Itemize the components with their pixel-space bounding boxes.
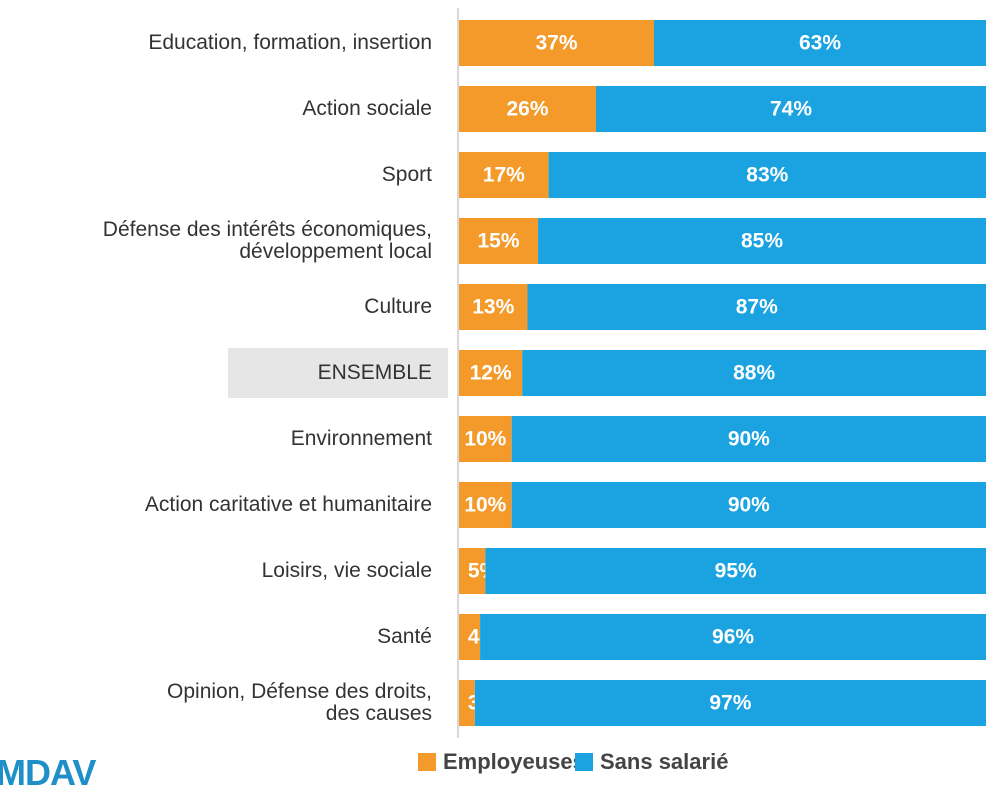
category-label: Défense des intérêts économiques, dévelo… [102, 218, 432, 263]
bar-segment [459, 482, 512, 528]
bar-segment [459, 20, 654, 66]
bar-segment [485, 548, 986, 594]
category-label: Culture [364, 295, 432, 318]
value-label: 96% [712, 626, 754, 649]
value-label: 95% [715, 560, 757, 583]
category-label: Action caritative et humanitaire [144, 493, 432, 516]
highlight [228, 348, 448, 398]
bar-segment [459, 218, 539, 264]
legend-swatch [418, 753, 436, 771]
value-label: 90% [728, 494, 770, 517]
bar-segment [459, 680, 475, 726]
value-label: 10% [464, 428, 506, 451]
bar-segment [653, 20, 986, 66]
bar-segment [548, 152, 986, 198]
chart: 37% 63% 26% 74% 17% 83% 15% 85% 13% 87% 12% 88% 10% 9… [228, 8, 986, 774]
bar-segment [538, 218, 986, 264]
logo: MDAV [0, 752, 96, 793]
value-label: 10% [464, 494, 506, 517]
category-label: Environnement [290, 427, 432, 450]
value-label: 26% [506, 98, 548, 121]
category-label: Sport [381, 163, 432, 186]
bar-segment [459, 86, 597, 132]
bar-segment [459, 416, 512, 462]
value-label: 17% [483, 164, 525, 187]
page: {"chart_data": {"type": "stacked_bar_hor… [0, 8, 986, 793]
bar-segment [596, 86, 986, 132]
category-label: Opinion, Défense des droits, des causes [167, 680, 432, 725]
category-label: Loisirs, vie sociale [261, 559, 432, 582]
bar-segment [474, 680, 986, 726]
category-label: Santé [377, 625, 432, 648]
bar-segment [459, 614, 481, 660]
bar-segment [480, 614, 986, 660]
value-label: 97% [709, 692, 751, 715]
category-label: Action sociale [302, 97, 432, 120]
legend-label: Employeuses [443, 749, 585, 774]
value-label: 88% [733, 362, 775, 385]
bar-segment [459, 152, 549, 198]
legend-label: Sans salarié [600, 749, 728, 774]
bar-segment [511, 416, 986, 462]
value-label: 90% [728, 428, 770, 451]
bar-segment [511, 482, 986, 528]
bar-segment [522, 350, 986, 396]
value-label: 83% [746, 164, 788, 187]
bar-segment [459, 350, 523, 396]
bar-segment [459, 284, 528, 330]
value-label: 13% [472, 296, 514, 319]
value-label: 87% [736, 296, 778, 319]
category-label: Education, formation, insertion [148, 31, 432, 54]
legend-swatch [575, 753, 593, 771]
value-label: 63% [799, 32, 841, 55]
value-label: 37% [535, 32, 577, 55]
value-label: 85% [741, 230, 783, 253]
category-label: ENSEMBLE [317, 361, 432, 384]
value-label: 74% [770, 98, 812, 121]
value-label: 12% [470, 362, 512, 385]
bar-segment [459, 548, 486, 594]
value-label: 15% [478, 230, 520, 253]
bar-segment [527, 284, 986, 330]
